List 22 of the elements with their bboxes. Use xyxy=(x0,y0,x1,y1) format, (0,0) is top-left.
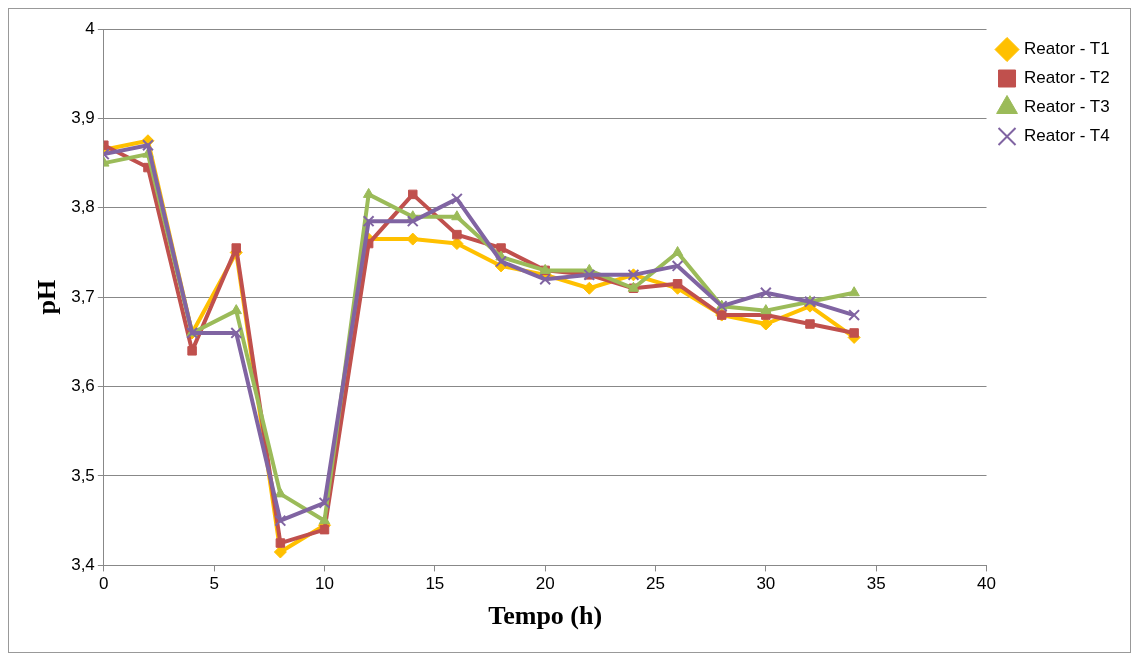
y-tick-label: 3,5 xyxy=(71,465,95,485)
y-axis-title: pH xyxy=(32,279,62,315)
y-tick-label: 3,4 xyxy=(71,555,95,575)
y-tick-label: 3,6 xyxy=(71,376,95,396)
legend-label: Reator - T3 xyxy=(1024,97,1110,117)
x-tick-label: 25 xyxy=(646,574,665,594)
x-tick-label: 20 xyxy=(535,574,555,594)
legend-label: Reator - T4 xyxy=(1024,126,1110,146)
x-tick-label: 30 xyxy=(756,574,776,594)
legend-label: Reator - T2 xyxy=(1024,68,1110,88)
y-tick-label: 4 xyxy=(85,18,95,38)
x-tick-label: 40 xyxy=(977,574,996,594)
x-tick-label: 0 xyxy=(99,574,109,594)
y-tick-label: 3,8 xyxy=(71,197,95,217)
x-tick-label: 10 xyxy=(315,574,334,594)
legend-label: Reator - T1 xyxy=(1024,39,1110,59)
x-tick-label: 35 xyxy=(866,574,886,594)
y-tick-label: 3,7 xyxy=(71,286,95,306)
x-tick-label: 15 xyxy=(425,574,445,594)
x-tick-label: 5 xyxy=(209,574,219,594)
y-tick-label: 3,9 xyxy=(71,108,95,128)
x-axis-title: Tempo (h) xyxy=(488,601,603,631)
